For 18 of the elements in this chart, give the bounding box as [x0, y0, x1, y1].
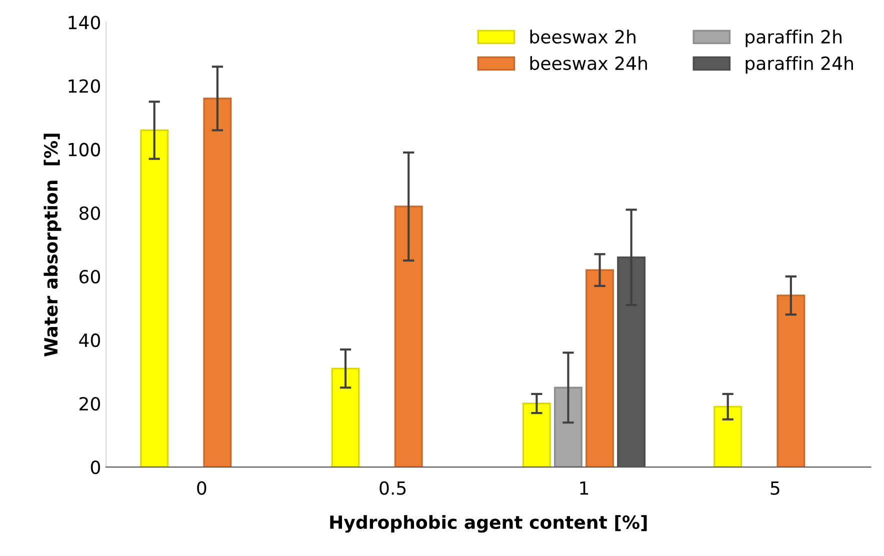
- y-tick-label: 80: [79, 206, 100, 220]
- x-tick-label: 5: [770, 481, 780, 495]
- y-tick-label: 120: [68, 79, 100, 93]
- y-axis-title: Water absorption [%]: [44, 134, 62, 357]
- x-axis-title: Hydrophobic agent content [%]: [330, 515, 647, 533]
- legend-label: beeswax 2h: [530, 30, 636, 44]
- legend-label: beeswax 24h: [530, 56, 647, 70]
- y-tick-label: 0: [90, 460, 100, 474]
- y-tick-label: 20: [80, 396, 100, 411]
- x-tick-label: 1: [580, 481, 588, 495]
- x-tick-label: 0: [197, 481, 206, 495]
- legend-label: paraffin 24h: [746, 56, 853, 74]
- y-tick-label: 60: [80, 270, 100, 284]
- x-tick-label: 0.5: [380, 481, 406, 495]
- y-tick-label: 140: [68, 16, 100, 30]
- y-tick-label: 100: [68, 142, 100, 156]
- y-tick-label: 40: [79, 333, 100, 348]
- legend-label: paraffin 2h: [746, 30, 842, 48]
